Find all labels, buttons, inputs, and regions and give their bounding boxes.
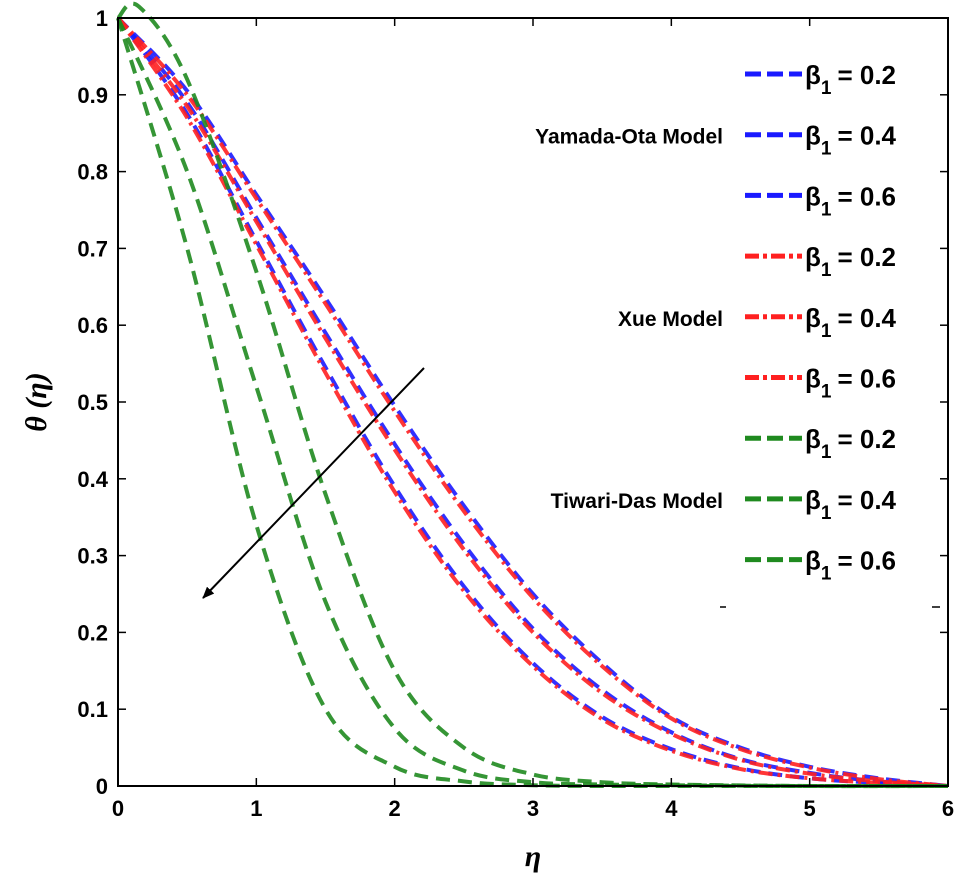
legend-entry-label: β1 = 0.4 xyxy=(805,485,897,524)
legend-value: = 0.4 xyxy=(837,485,896,515)
legend-beta-symbol: β xyxy=(805,424,821,454)
y-tick-label: 0.1 xyxy=(77,697,108,722)
y-tick-label: 0.2 xyxy=(77,620,108,645)
legend-value: = 0.2 xyxy=(837,242,896,272)
legend-beta-subscript: 1 xyxy=(821,199,832,220)
annotation-arrow xyxy=(202,367,425,599)
legend-beta-symbol: β xyxy=(805,60,821,90)
legend-beta-subscript: 1 xyxy=(821,503,832,524)
model-label: Tiwari-Das Model xyxy=(551,490,723,513)
legend-beta-subscript: 1 xyxy=(821,321,832,342)
y-tick-label: 0.3 xyxy=(77,544,108,569)
series-line xyxy=(116,16,949,788)
x-tick-label: 4 xyxy=(665,796,678,821)
legend-entry-label: β1 = 0.6 xyxy=(805,364,896,403)
x-tick-label: 0 xyxy=(112,796,124,821)
legend-value: = 0.6 xyxy=(837,546,896,576)
y-tick-label: 0.8 xyxy=(77,160,108,185)
series-group xyxy=(116,1,949,789)
legend-value: = 0.6 xyxy=(837,364,896,394)
legend-value: = 0.4 xyxy=(837,303,896,333)
legend-beta-symbol: β xyxy=(805,546,821,576)
legend-value: = 0.2 xyxy=(837,60,896,90)
y-tick-label: 0.9 xyxy=(77,83,108,108)
legend-beta-symbol: β xyxy=(805,181,821,211)
legend-entry-label: β1 = 0.4 xyxy=(805,303,897,342)
legend-beta-subscript: 1 xyxy=(821,260,832,281)
legend-value: = 0.4 xyxy=(837,121,896,151)
x-axis-label: η xyxy=(525,840,541,873)
y-tick-label: 0.4 xyxy=(77,467,108,492)
x-tick-label: 6 xyxy=(942,796,954,821)
legend-beta-symbol: β xyxy=(805,242,821,272)
legend-beta-subscript: 1 xyxy=(821,382,832,403)
legend-entry-label: β1 = 0.4 xyxy=(805,121,897,160)
series-line xyxy=(116,16,949,788)
legend-value: = 0.2 xyxy=(837,424,896,454)
legend-beta-symbol: β xyxy=(805,121,821,151)
legend-beta-symbol: β xyxy=(805,364,821,394)
y-tick-label: 1 xyxy=(96,6,108,31)
axis-ticks: 0 1 2 3 4 5 6 0 0.1 0.2 0.3 0.4 0.5 0.6 0.7 0.8 0.9 1 xyxy=(77,6,954,821)
legend-entry-label: β1 = 0.6 xyxy=(805,181,896,220)
legend-entry-label: β1 = 0.2 xyxy=(805,60,896,99)
y-tick-label: 0 xyxy=(96,774,108,799)
legend-beta-symbol: β xyxy=(805,485,821,515)
legend-value: = 0.6 xyxy=(837,181,896,211)
legend-beta-subscript: 1 xyxy=(821,442,832,463)
x-tick-label: 2 xyxy=(389,796,401,821)
legend-entry-label: β1 = 0.2 xyxy=(805,242,896,281)
x-tick-label: 3 xyxy=(527,796,539,821)
y-axis-label: θ (η) xyxy=(20,372,53,432)
legend-beta-subscript: 1 xyxy=(821,564,832,585)
series-line xyxy=(116,16,949,788)
series-line xyxy=(116,16,949,788)
legend-beta-subscript: 1 xyxy=(821,78,832,99)
y-tick-label: 0.6 xyxy=(77,313,108,338)
x-tick-label: 1 xyxy=(250,796,262,821)
legend-entry-label: β1 = 0.2 xyxy=(805,424,896,463)
model-label: Xue Model xyxy=(618,308,723,331)
x-tick-label: 5 xyxy=(804,796,816,821)
y-tick-label: 0.5 xyxy=(77,390,108,415)
legend-beta-symbol: β xyxy=(805,303,821,333)
series-line xyxy=(116,17,949,789)
model-label: Yamada-Ota Model xyxy=(535,126,723,149)
series-line xyxy=(116,16,949,788)
y-tick-label: 0.7 xyxy=(77,236,108,261)
legend-beta-subscript: 1 xyxy=(821,139,832,160)
legend-entry-label: β1 = 0.6 xyxy=(805,546,896,585)
